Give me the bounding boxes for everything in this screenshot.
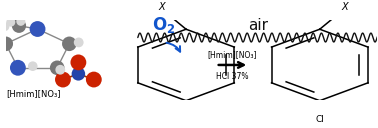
Text: X: X <box>341 2 348 12</box>
Point <box>76 41 82 43</box>
Text: HCl 37%: HCl 37% <box>216 72 249 81</box>
Text: [Hmim][NO₃]: [Hmim][NO₃] <box>208 50 257 59</box>
Point <box>2 26 8 28</box>
FancyArrowPatch shape <box>167 43 180 52</box>
Point <box>16 25 22 27</box>
Point <box>3 43 9 45</box>
Point <box>66 43 72 45</box>
Point <box>75 73 81 75</box>
Text: $\mathbf{O_2}$: $\mathbf{O_2}$ <box>152 15 175 35</box>
Text: [Hmim][NO₃]: [Hmim][NO₃] <box>6 89 61 98</box>
Point <box>60 78 66 81</box>
Point <box>57 69 63 71</box>
Text: air: air <box>248 18 268 33</box>
Text: X: X <box>158 2 165 12</box>
Point <box>15 67 21 69</box>
Text: Cl: Cl <box>315 115 324 124</box>
Point <box>34 28 40 30</box>
Point <box>8 21 14 23</box>
Point <box>54 67 60 69</box>
Point <box>18 20 24 22</box>
Point <box>75 61 81 63</box>
Point <box>30 65 36 67</box>
Point <box>91 78 97 81</box>
